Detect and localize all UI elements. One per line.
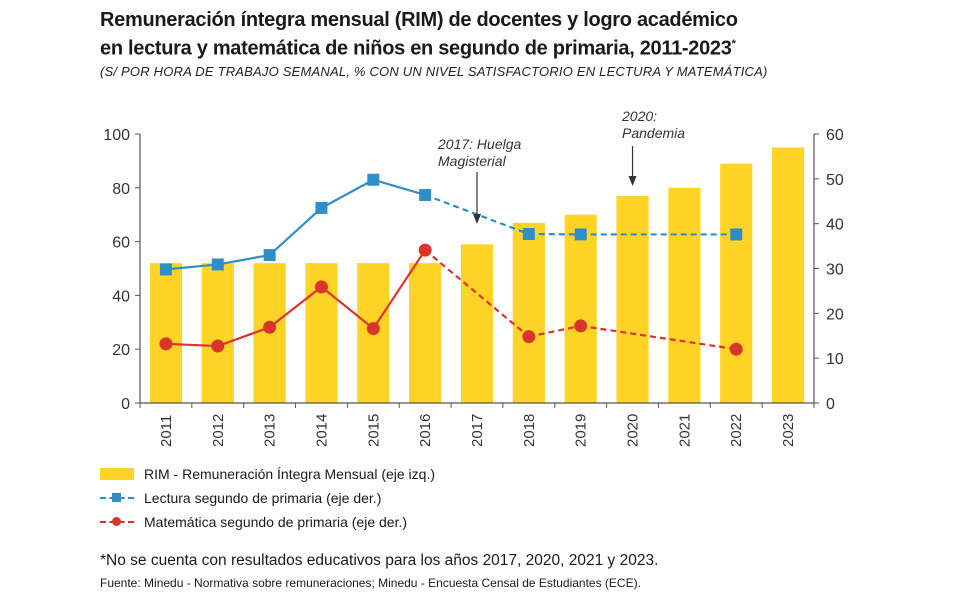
line-matematica-segment-2013-2014 xyxy=(268,286,323,329)
y-right-tick-label-30: 30 xyxy=(826,262,844,279)
point-lectura-2015 xyxy=(367,173,380,186)
line-matematica-segment-2015-2016 xyxy=(372,249,427,330)
line-matematica-segment-2012-2013 xyxy=(217,326,270,348)
y-left-tick-label-40: 40 xyxy=(112,288,130,305)
bar-rim-2023 xyxy=(772,147,805,403)
y-right-tick-label-0: 0 xyxy=(826,396,835,413)
legend-marker-matematica xyxy=(112,517,121,526)
legend-swatch-lectura xyxy=(100,492,134,504)
bar-rim-2022 xyxy=(720,163,753,403)
y-right-tick-label-10: 10 xyxy=(826,351,844,368)
x-tick-label-2011: 2011 xyxy=(158,415,175,447)
legend-swatch-matematica xyxy=(100,516,134,528)
x-tick-label-2013: 2013 xyxy=(262,414,279,447)
point-matematica-2014 xyxy=(314,280,328,294)
annotation-pandemia-arrowhead xyxy=(628,176,637,186)
bar-rim-2011 xyxy=(149,263,182,403)
bar-rim-2017 xyxy=(460,244,494,403)
legend-label-rim: RIM - Remuneración Íntegra Mensual (eje … xyxy=(144,466,436,482)
legend-label-lectura: Lectura segundo de primaria (eje der.) xyxy=(144,490,382,506)
legend-label-matematica: Matemática segundo de primaria (eje der.… xyxy=(144,514,408,530)
legend-swatch-rim xyxy=(100,468,134,480)
y-left-tick-label-0: 0 xyxy=(121,396,130,413)
y-right-tick-label-40: 40 xyxy=(826,217,844,234)
x-tick-label-2017: 2017 xyxy=(469,414,486,447)
bar-rim-2020 xyxy=(616,195,649,403)
x-tick-label-2014: 2014 xyxy=(313,414,330,447)
point-lectura-2012 xyxy=(211,258,224,271)
line-matematica-segment-2014-2015 xyxy=(320,286,374,330)
point-matematica-2012 xyxy=(211,339,225,353)
legend-item-lectura: Lectura segundo de primaria (eje der.) xyxy=(100,486,435,510)
bar-rim-2016 xyxy=(409,263,442,403)
x-tick-label-2018: 2018 xyxy=(521,414,538,447)
line-lectura-segment-2012-2013 xyxy=(217,253,270,266)
title-line-2: en lectura y matemática de niños en segu… xyxy=(100,32,960,61)
x-tick-label-2020: 2020 xyxy=(625,414,642,447)
chart-title: Remuneración íntegra mensual (RIM) de do… xyxy=(100,8,960,61)
x-tick-label-2022: 2022 xyxy=(728,414,745,447)
line-lectura-segment-2011-2012 xyxy=(165,263,218,271)
bar-rim-2018 xyxy=(512,222,545,403)
point-lectura-2011 xyxy=(159,263,172,276)
x-tick-label-2012: 2012 xyxy=(210,414,227,447)
legend-item-rim: RIM - Remuneración Íntegra Mensual (eje … xyxy=(100,462,435,486)
legend-marker-lectura xyxy=(112,493,121,502)
legend: RIM - Remuneración Íntegra Mensual (eje … xyxy=(100,462,435,534)
line-matematica-segment-2011-2012 xyxy=(165,342,218,348)
annotation-huelga-arrowhead xyxy=(473,214,481,224)
annotation-pandemia-line-1: 2020: xyxy=(621,108,657,124)
line-lectura-segment-2013-2014 xyxy=(268,207,323,256)
line-matematica-segment-2018-2019 xyxy=(528,324,581,338)
y-left-tick-label-100: 100 xyxy=(103,127,130,144)
combo-chart: 0 20 40 60 80 100 0 10 20 30 40 50 60 2011 2012 2013 201… xyxy=(103,108,844,447)
point-matematica-2011 xyxy=(159,337,173,351)
bar-rim-2021 xyxy=(668,187,701,403)
line-matematica-segment-2019-2022 xyxy=(580,324,737,351)
point-lectura-2022 xyxy=(730,228,743,241)
point-lectura-2013 xyxy=(263,249,276,262)
x-tick-label-2021: 2021 xyxy=(676,414,693,447)
title-line-2-text: en lectura y matemática de niños en segu… xyxy=(100,37,732,60)
x-tick-label-2015: 2015 xyxy=(365,414,382,447)
bar-rim-2019 xyxy=(564,214,597,403)
bar-rim-2012 xyxy=(201,263,234,403)
x-tick-label-2016: 2016 xyxy=(417,414,434,447)
y-left-tick-label-20: 20 xyxy=(112,342,130,359)
point-lectura-2018 xyxy=(522,227,535,240)
annotation-huelga-line-1: 2017: Huelga xyxy=(437,136,522,152)
chart-subtitle: (S/ POR HORA DE TRABAJO SEMANAL, % CON U… xyxy=(100,64,768,79)
point-matematica-2015 xyxy=(366,322,380,336)
point-lectura-2016 xyxy=(419,188,432,201)
line-lectura-segment-2015-2016 xyxy=(372,178,426,197)
y-right-tick-label-20: 20 xyxy=(826,306,844,323)
annotation-huelga-line-2: Magisterial xyxy=(438,153,507,169)
y-left-tick-label-80: 80 xyxy=(112,181,130,198)
footnote: *No se cuenta con resultados educativos … xyxy=(100,552,659,569)
point-matematica-2018 xyxy=(522,330,536,344)
annotation-pandemia-line-2: Pandemia xyxy=(622,125,685,141)
point-matematica-2019 xyxy=(574,319,588,333)
title-line-1: Remuneración íntegra mensual (RIM) de do… xyxy=(100,9,738,31)
x-tick-label-2019: 2019 xyxy=(573,414,590,447)
point-matematica-2013 xyxy=(263,320,277,334)
y-right-tick-label-60: 60 xyxy=(826,127,844,144)
x-tick-label-2023: 2023 xyxy=(780,414,797,447)
point-lectura-2019 xyxy=(574,228,587,241)
source-note: Fuente: Minedu - Normativa sobre remuner… xyxy=(100,576,641,590)
point-matematica-2016 xyxy=(418,243,432,257)
line-lectura-segment-2014-2015 xyxy=(320,178,374,209)
title-asterisk: * xyxy=(731,38,736,50)
point-lectura-2014 xyxy=(315,201,328,214)
y-right-tick-label-50: 50 xyxy=(826,172,844,189)
line-matematica-segment-2016-2018 xyxy=(424,249,530,338)
legend-item-matematica: Matemática segundo de primaria (eje der.… xyxy=(100,510,435,534)
y-left-tick-label-60: 60 xyxy=(112,235,130,252)
point-matematica-2022 xyxy=(729,342,743,356)
